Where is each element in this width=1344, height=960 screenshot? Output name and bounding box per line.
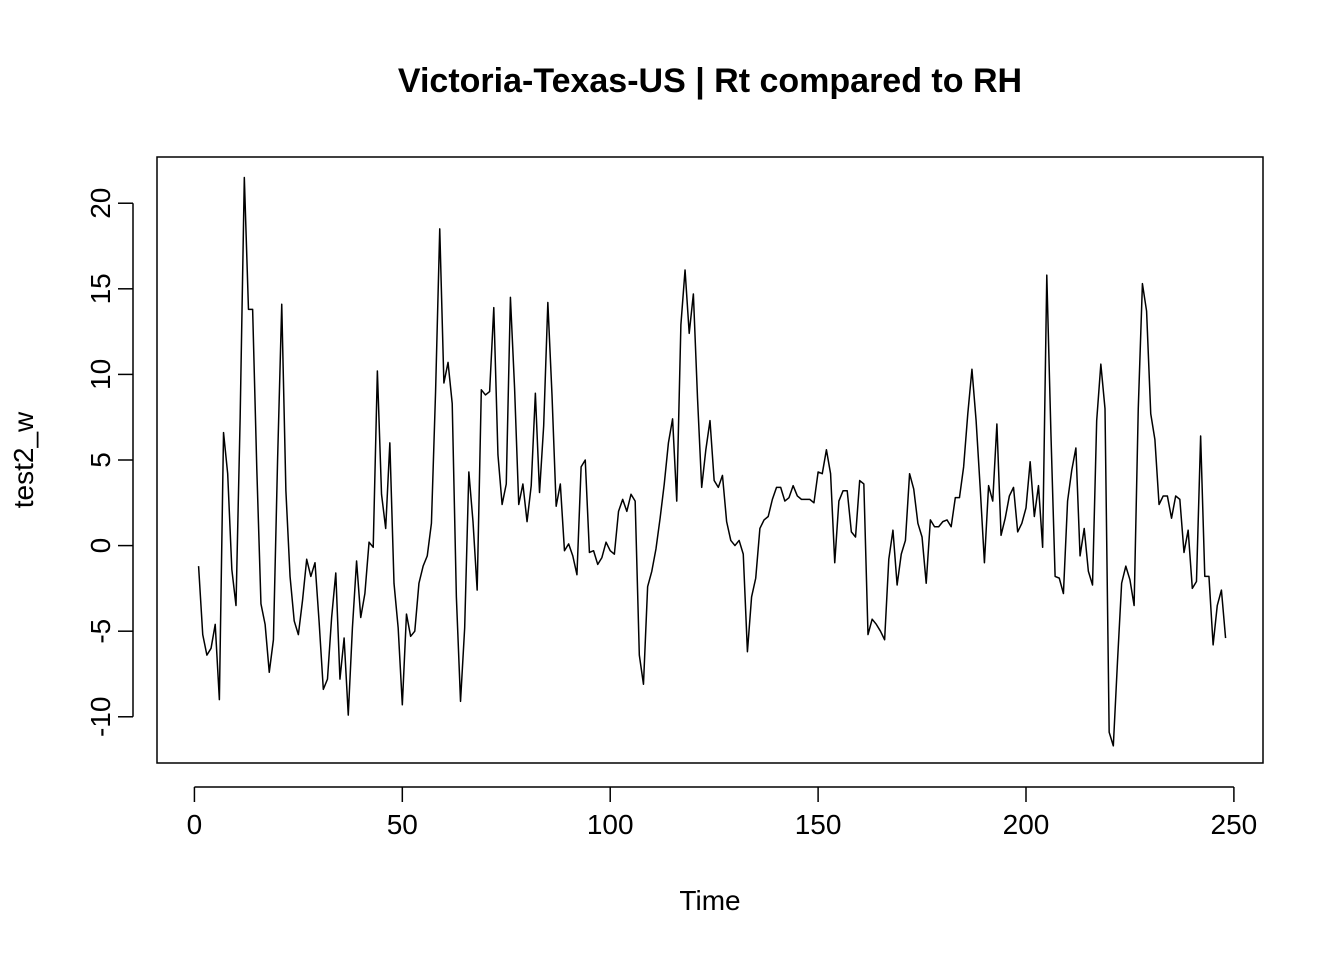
y-tick-label: 10	[85, 359, 116, 390]
y-tick-label: 5	[85, 452, 116, 468]
y-axis-label: test2_w	[8, 411, 39, 508]
x-tick-label: 200	[1003, 809, 1050, 840]
x-tick-label: 0	[187, 809, 203, 840]
series-line	[197, 176, 1227, 747]
plot-frame	[156, 156, 1264, 764]
y-tick-label: 20	[85, 188, 116, 219]
x-axis: 0 50 100 150 200 250	[187, 786, 1258, 840]
x-tick-label: 250	[1211, 809, 1258, 840]
y-tick-label: 0	[85, 538, 116, 554]
y-tick-label: -5	[85, 619, 116, 644]
y-tick-label: -10	[85, 697, 116, 737]
chart-title: Victoria-Texas-US | Rt compared to RH	[398, 62, 1022, 100]
x-tick-label: 50	[387, 809, 418, 840]
x-tick-label: 100	[587, 809, 634, 840]
x-axis-label: Time	[679, 885, 740, 916]
y-axis: -10 -5 0 5 10 15 20	[85, 188, 134, 737]
y-tick-label: 15	[85, 273, 116, 304]
x-tick-label: 150	[795, 809, 842, 840]
